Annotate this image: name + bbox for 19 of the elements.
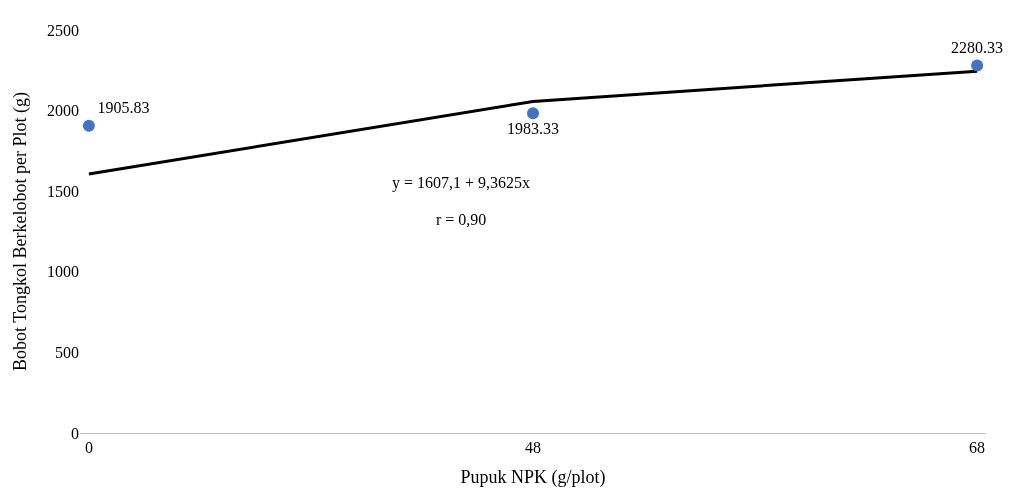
- y-tick-label: 1000: [47, 263, 79, 281]
- y-tick-label: 1500: [47, 182, 79, 200]
- x-tick-label: 48: [525, 439, 541, 457]
- point: [82, 119, 95, 132]
- y-tick-label: 0: [71, 424, 79, 442]
- annotation: y = 1607,1 + 9,3625x: [392, 174, 531, 192]
- y-tick-label: 500: [55, 344, 79, 361]
- data-label: 2280.33: [951, 38, 1004, 56]
- point: [971, 59, 984, 72]
- y-axis-title: Bobot Tongkol Berkelobot per Plot (g): [10, 92, 32, 371]
- annotation: r = 0,90: [436, 211, 487, 228]
- x-tick-label: 0: [84, 439, 93, 457]
- y-tick-label: 2500: [47, 21, 79, 39]
- y-tick-label: 2000: [47, 102, 79, 120]
- x-tick-label: 68: [969, 439, 986, 457]
- x-axis-title: Pupuk NPK (g/plot): [460, 467, 606, 489]
- point: [527, 107, 539, 120]
- data-label: 1983.33: [507, 119, 559, 137]
- data-label: 1905.83: [97, 99, 150, 117]
